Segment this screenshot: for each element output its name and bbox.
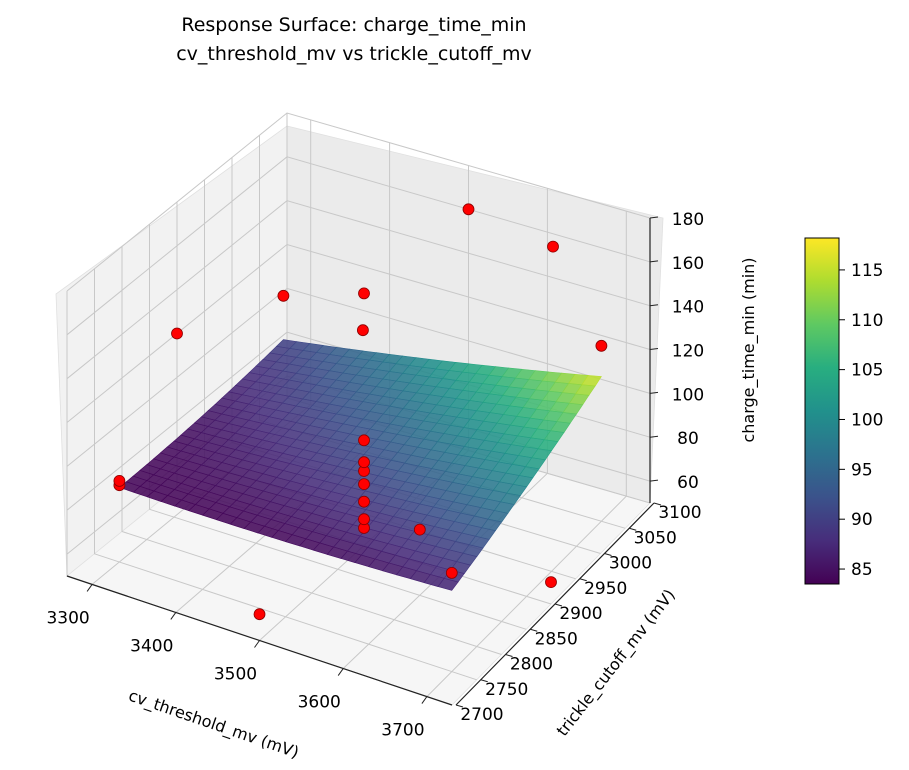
z-tick-label: 80 <box>677 429 699 449</box>
observed-points <box>113 203 608 621</box>
data-point <box>547 240 559 253</box>
data-point <box>113 474 126 487</box>
data-point <box>253 608 266 621</box>
colorbar-tick-label: 90 <box>851 510 873 530</box>
z-gridline <box>66 287 651 467</box>
colorbar-tick-label: 115 <box>851 261 883 281</box>
y-tick-mark <box>480 679 488 683</box>
colorbar: 85 90 95 100 105 110 115 <box>804 237 883 585</box>
data-point <box>358 478 370 491</box>
z-tick-mark <box>649 479 659 482</box>
y-tick-label: 2950 <box>584 579 627 599</box>
data-point <box>413 523 426 536</box>
data-point <box>358 456 370 469</box>
chart-title-line1: Response Surface: charge_time_min <box>181 14 526 36</box>
data-point <box>358 513 370 526</box>
y-tick-mark <box>554 603 563 607</box>
data-point <box>445 567 458 579</box>
y-tick-mark <box>629 527 637 531</box>
y-gridline <box>94 268 477 681</box>
y-tick-mark <box>653 502 662 506</box>
x-tick-mark <box>337 668 344 676</box>
data-point <box>545 576 557 588</box>
colorbar-ticks: 85 90 95 100 105 110 115 <box>839 261 883 580</box>
z-gridline <box>66 156 651 336</box>
colorbar-tick-label: 85 <box>851 560 873 580</box>
z-tick-mark <box>649 435 659 438</box>
y-tick-mark <box>604 553 612 556</box>
colorbar-tick-label: 105 <box>851 361 883 381</box>
z-gridline <box>66 200 651 380</box>
z-gridline <box>66 112 651 292</box>
y-gridline <box>121 246 502 655</box>
z-tick-label: 160 <box>672 254 704 274</box>
z-tick-mark <box>649 391 659 394</box>
x-tick-label: 3600 <box>298 693 341 713</box>
colorbar-gradient <box>804 237 840 585</box>
x-tick-mark <box>254 640 260 648</box>
colorbar-tick-label: 95 <box>851 460 873 480</box>
tick-labels: 3300 3400 3500 3600 3700 2700 2750 2800 2850 2900… <box>46 210 704 741</box>
data-point <box>277 289 290 302</box>
z-tick-label: 180 <box>672 210 704 230</box>
response-surface <box>118 339 602 591</box>
y-tick-label: 3000 <box>609 554 652 574</box>
y-tick-label: 2900 <box>559 604 602 624</box>
x-tick-mark <box>170 612 177 620</box>
z-tick-label: 100 <box>672 385 704 405</box>
z-tick-mark <box>649 216 659 219</box>
z-tick-label: 60 <box>677 473 699 493</box>
data-point <box>171 327 183 340</box>
y-tick-label: 2750 <box>485 680 528 700</box>
z-tick-mark <box>649 348 659 351</box>
z-tick-mark <box>649 260 659 263</box>
data-point <box>595 339 608 352</box>
z-tick-mark <box>649 304 659 307</box>
x-tick-label: 3500 <box>214 665 257 685</box>
data-point <box>356 324 369 337</box>
y-tick-mark <box>505 654 513 657</box>
y-gridline <box>149 224 527 630</box>
y-tick-label: 3100 <box>658 503 701 523</box>
x-tick-mark <box>86 584 93 592</box>
data-point <box>358 495 370 508</box>
z-axis-label: charge_time_min (min) <box>739 257 759 442</box>
y-tick-label: 2800 <box>510 655 553 675</box>
data-point <box>462 203 475 216</box>
chart-title-line2: cv_threshold_mv vs trickle_cutoff_mv <box>176 43 532 65</box>
z-tick-label: 120 <box>672 342 704 362</box>
x-tick-label: 3700 <box>381 721 424 741</box>
colorbar-tick-label: 110 <box>851 311 883 331</box>
x-axis-label: cv_threshold_mv (mV) <box>126 686 302 763</box>
x-tick-label: 3300 <box>46 608 89 628</box>
data-point <box>358 434 370 447</box>
data-point <box>358 287 370 300</box>
colorbar-tick-label: 100 <box>851 410 883 430</box>
y-tick-mark <box>530 628 538 632</box>
x-tick-mark <box>421 696 428 704</box>
y-tick-mark <box>455 704 464 708</box>
z-gridline <box>66 243 651 423</box>
y-tick-label: 2850 <box>535 629 578 649</box>
y-tick-label: 2700 <box>460 705 503 725</box>
x-tick-label: 3400 <box>130 636 173 656</box>
z-tick-label: 140 <box>672 298 704 318</box>
y-tick-label: 3050 <box>634 528 677 548</box>
surface-cell <box>437 577 459 591</box>
y-tick-mark <box>579 578 587 582</box>
